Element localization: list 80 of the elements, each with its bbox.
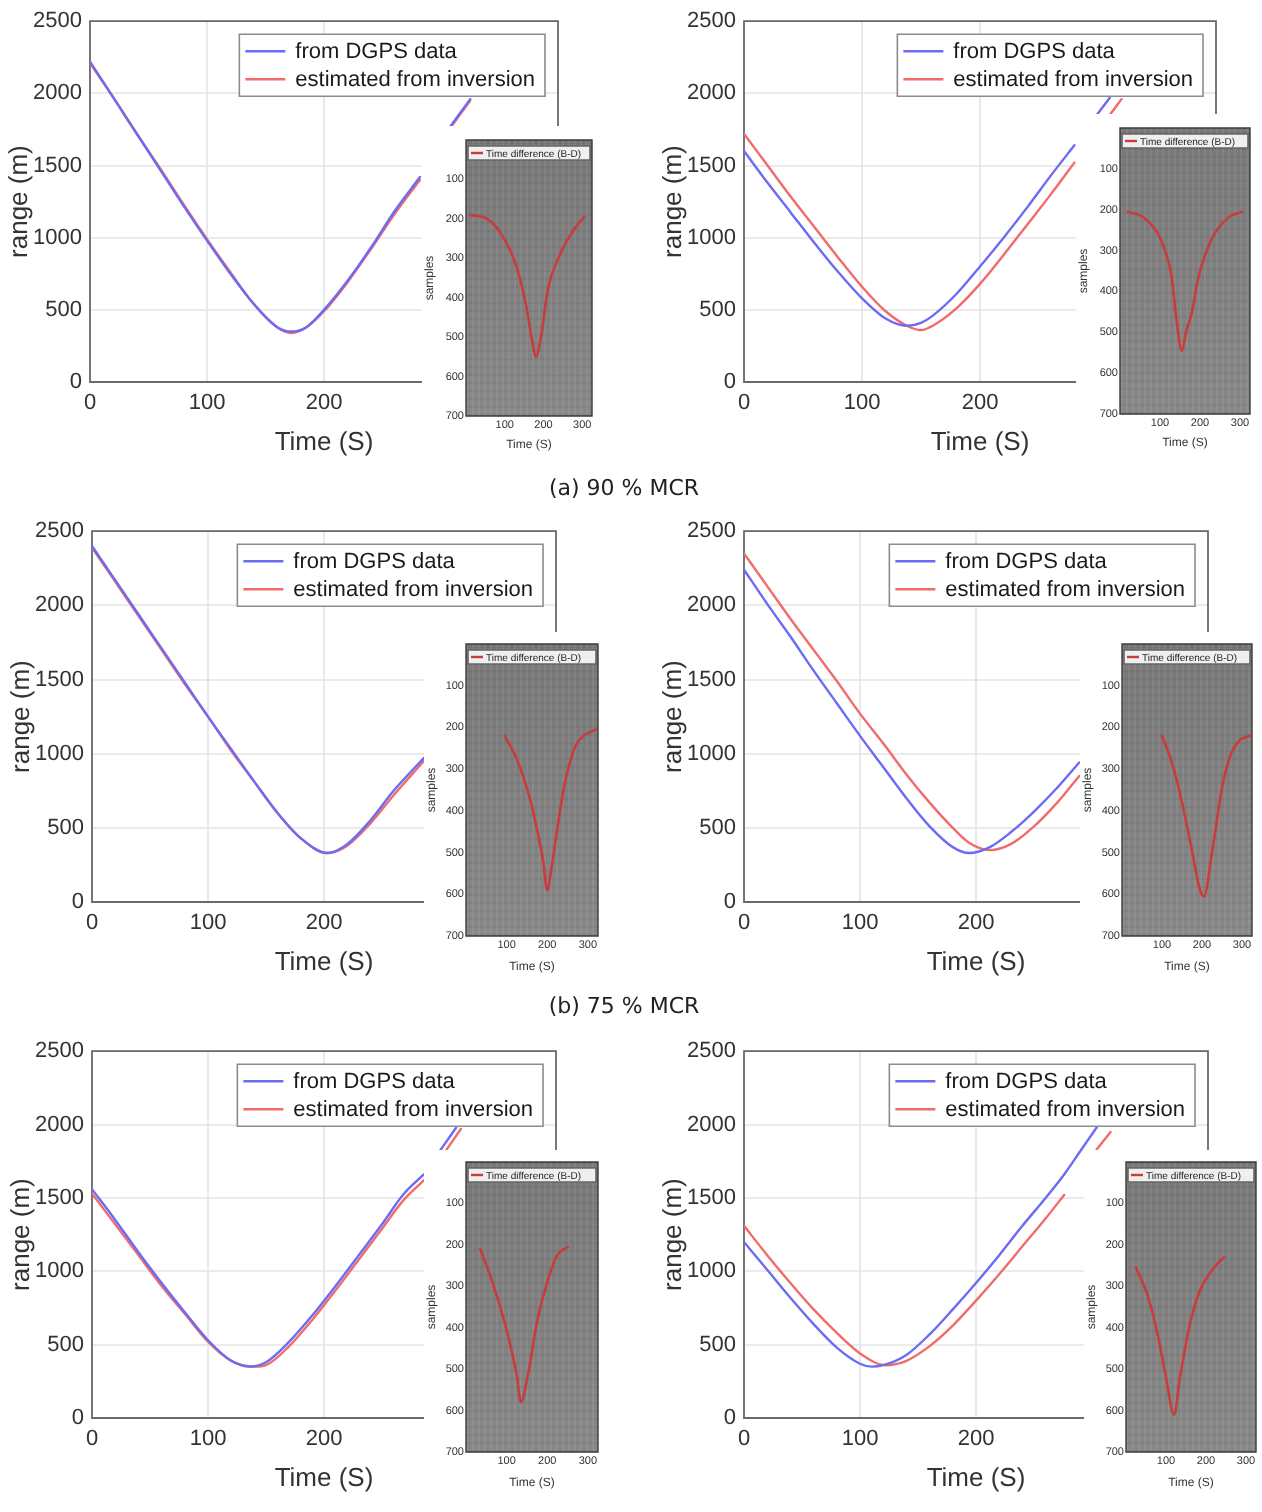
legend-label: from DGPS data: [953, 40, 1117, 65]
y-tick-label: 500: [45, 297, 82, 322]
y-tick-label: 1000: [35, 1259, 84, 1284]
y-axis-title: range (m): [4, 1178, 35, 1291]
y-tick-label: 2500: [687, 519, 736, 544]
legend-label: estimated from inversion: [293, 578, 534, 603]
y-axis-title: range (m): [656, 1178, 687, 1291]
x-tick-label: 200: [957, 1427, 995, 1452]
y-tick-label: 1500: [35, 667, 84, 692]
y-tick-label: 1000: [35, 741, 84, 766]
legend-label: estimated from inversion: [953, 68, 1194, 93]
x-axis-title: Time (S): [274, 945, 374, 976]
text: (b) 75 % MCR: [548, 993, 700, 1019]
x-axis-title: Time (S): [926, 945, 1026, 976]
y-tick-label: 2500: [35, 1039, 84, 1064]
y-tick-label: 500: [699, 297, 736, 322]
y-tick-label: 2000: [35, 593, 84, 618]
legend-label: from DGPS data: [295, 40, 459, 65]
legend-label: from DGPS data: [945, 1070, 1109, 1095]
y-tick-label: 1000: [687, 225, 736, 250]
y-tick-label: 1500: [687, 153, 736, 178]
line-series: [1126, 210, 1244, 352]
y-tick-label: 0: [71, 890, 84, 915]
legend-label: estimated from inversion: [945, 578, 1186, 603]
y-tick-label: 1500: [687, 667, 736, 692]
y-axis-title: range (m): [2, 145, 33, 258]
x-tick-label: 100: [189, 911, 227, 936]
text: (a) 90 % MCR: [548, 475, 700, 501]
x-tick-label: 100: [188, 391, 226, 416]
y-tick-label: 0: [69, 370, 82, 395]
y-tick-label: 500: [699, 1332, 736, 1357]
legend-label: from DGPS data: [945, 550, 1109, 575]
y-axis-title: range (m): [656, 660, 687, 773]
x-tick-label: 100: [843, 391, 881, 416]
y-tick-label: 2000: [35, 1112, 84, 1137]
y-tick-label: 2500: [687, 9, 736, 34]
y-tick-label: 1000: [687, 741, 736, 766]
x-tick-label: 200: [961, 391, 999, 416]
x-axis-title: Time (S): [274, 1461, 374, 1492]
y-tick-label: 1000: [33, 225, 82, 250]
line-series: [503, 728, 598, 892]
x-tick-label: 200: [305, 1427, 343, 1452]
x-tick-label: 200: [957, 911, 995, 936]
y-tick-label: 2500: [687, 1039, 736, 1064]
y-tick-label: 500: [47, 1332, 84, 1357]
y-tick-label: 500: [699, 815, 736, 840]
x-tick-label: 100: [841, 911, 879, 936]
x-axis-title: Time (S): [930, 425, 1030, 456]
line-series: [1134, 1255, 1226, 1417]
x-axis-title: Time (S): [926, 1461, 1026, 1492]
x-tick-label: 100: [189, 1427, 227, 1452]
y-axis-title: range (m): [656, 145, 687, 258]
y-axis-title: range (m): [4, 660, 35, 773]
y-tick-label: 1500: [35, 1185, 84, 1210]
legend-label: from DGPS data: [293, 1070, 457, 1095]
y-tick-label: 1500: [687, 1185, 736, 1210]
y-tick-label: 2000: [33, 81, 82, 106]
y-tick-label: 0: [723, 1406, 736, 1431]
legend-label: from DGPS data: [293, 550, 457, 575]
line-series: [1160, 734, 1252, 898]
y-tick-label: 0: [723, 370, 736, 395]
y-tick-label: 0: [71, 1406, 84, 1431]
x-axis-title: Time (S): [274, 425, 374, 456]
line-series: [478, 1245, 569, 1404]
x-tick-label: 100: [841, 1427, 879, 1452]
legend-label: estimated from inversion: [295, 68, 536, 93]
y-tick-label: 1500: [33, 153, 82, 178]
y-tick-label: 500: [47, 815, 84, 840]
y-tick-label: 2000: [687, 81, 736, 106]
y-tick-label: 0: [723, 890, 736, 915]
x-tick-label: 200: [305, 391, 343, 416]
y-tick-label: 1000: [687, 1259, 736, 1284]
y-tick-label: 2000: [687, 1112, 736, 1137]
legend-label: estimated from inversion: [945, 1098, 1186, 1123]
y-tick-label: 2000: [687, 593, 736, 618]
y-tick-label: 2500: [35, 519, 84, 544]
y-tick-label: 2500: [33, 9, 82, 34]
x-tick-label: 200: [305, 911, 343, 936]
legend-label: estimated from inversion: [293, 1098, 534, 1123]
line-series: [468, 213, 586, 359]
